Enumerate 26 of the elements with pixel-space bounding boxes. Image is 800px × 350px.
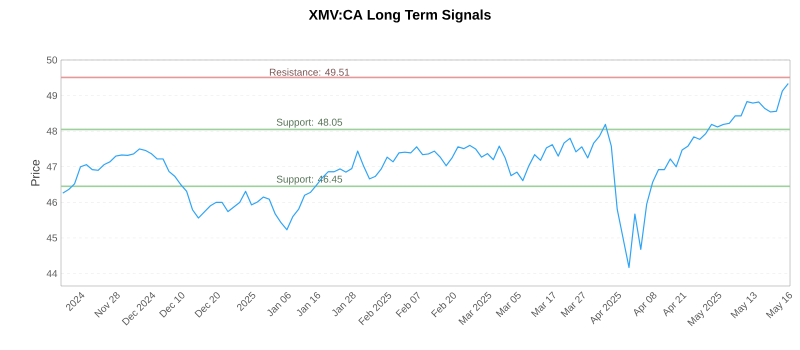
y-tick-label: 49: [46, 92, 58, 100]
x-tick-label: Mar 17: [530, 291, 556, 318]
x-tick-label: Jan 28: [332, 292, 356, 316]
y-axis-title: Price: [30, 160, 40, 186]
ref-line-label: Resistance: 49.51: [270, 68, 350, 76]
x-tick-label: May 13: [730, 292, 757, 318]
x-tick-label: Mar 05: [496, 292, 521, 318]
y-tick-label: 48: [46, 128, 58, 135]
x-tick-label: Dec 20: [194, 292, 220, 318]
chart-title: XMV:CA Long Term Signals: [308, 9, 491, 23]
x-tick-label: Dec 10: [159, 292, 184, 318]
x-tick-label: Feb 07: [396, 292, 420, 318]
x-tick-label: Jan 16: [296, 292, 320, 316]
x-tick-label: May 16: [766, 292, 792, 318]
y-tick-label: 44: [46, 270, 58, 277]
x-tick-label: Apr 21: [663, 292, 687, 317]
x-tick-label: Jan 06: [267, 292, 291, 316]
y-tick-label: 50: [46, 56, 58, 64]
y-tick-label: 47: [46, 163, 57, 170]
ref-line-label: Support: 48.05: [276, 118, 342, 128]
x-tick-label: Nov 28: [94, 292, 120, 318]
y-tick-label: 46: [46, 198, 58, 206]
x-tick-label: Feb 20: [430, 292, 456, 318]
y-tick-label: 45: [46, 234, 58, 242]
x-tick-label: Apr 08: [634, 292, 656, 317]
x-tick-label: Mar 27: [560, 291, 585, 318]
